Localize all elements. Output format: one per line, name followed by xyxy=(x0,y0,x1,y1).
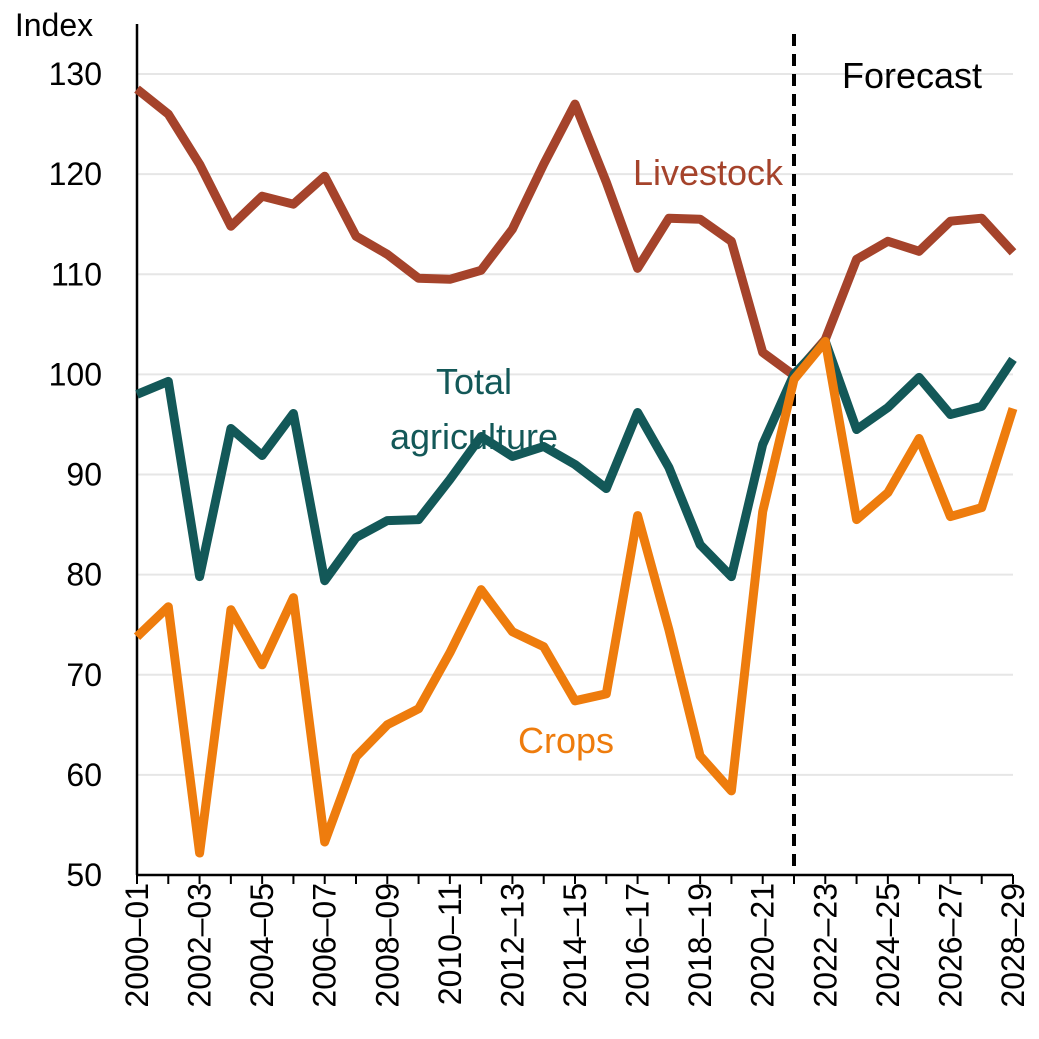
series-lines xyxy=(133,85,1018,858)
y-tick-label: 80 xyxy=(66,557,102,593)
y-tick-labels: 50 60 70 80 90 100 110 120 130 xyxy=(49,56,102,893)
x-tick-label: 2022–23 xyxy=(807,883,843,1008)
x-tick-label: 2020–21 xyxy=(745,883,781,1008)
x-tick-marks xyxy=(136,875,1014,884)
x-tick-labels: 2000–01 2002–03 2004–05 2006–07 2008–09 2010–… xyxy=(119,883,1031,1008)
y-tick-label: 120 xyxy=(49,156,102,192)
series-label-total-line2: agriculture xyxy=(390,416,558,457)
x-tick-label: 2002–03 xyxy=(182,883,218,1008)
x-tick-label: 2014–15 xyxy=(557,883,593,1008)
y-tick-label: 130 xyxy=(49,56,102,92)
y-tick-label: 110 xyxy=(51,256,102,292)
x-tick-label: 2016–17 xyxy=(620,883,656,1008)
x-tick-label: 2018–19 xyxy=(682,883,718,1008)
series-line-livestock xyxy=(134,85,1017,380)
forecast-marker: Forecast xyxy=(792,34,982,875)
y-tick-label: 70 xyxy=(66,657,102,693)
series-label-crops: Crops xyxy=(518,720,614,761)
gridlines xyxy=(137,73,1013,776)
y-tick-label: 50 xyxy=(66,857,102,893)
x-tick-label: 2024–25 xyxy=(870,883,906,1008)
x-tick-label: 2000–01 xyxy=(119,883,155,1008)
x-tick-label: 2008–09 xyxy=(369,883,405,1008)
series-line-total-agriculture xyxy=(135,336,1017,586)
y-tick-label: 100 xyxy=(49,356,102,392)
x-tick-label: 2028–29 xyxy=(995,883,1031,1008)
x-tick-label: 2010–11 xyxy=(432,883,468,1005)
x-tick-label: 2026–27 xyxy=(932,883,968,1008)
forecast-label: Forecast xyxy=(842,55,982,96)
y-tick-label: 60 xyxy=(66,757,102,793)
y-tick-label: 90 xyxy=(66,457,102,493)
y-axis-title: Index xyxy=(15,7,93,43)
x-tick-label: 2004–05 xyxy=(244,883,280,1008)
series-label-livestock: Livestock xyxy=(633,152,784,193)
series-label-total-line1: Total xyxy=(436,361,512,402)
x-tick-label: 2006–07 xyxy=(307,883,343,1008)
x-tick-label: 2012–13 xyxy=(494,883,530,1008)
series-line-crops xyxy=(133,336,1018,858)
